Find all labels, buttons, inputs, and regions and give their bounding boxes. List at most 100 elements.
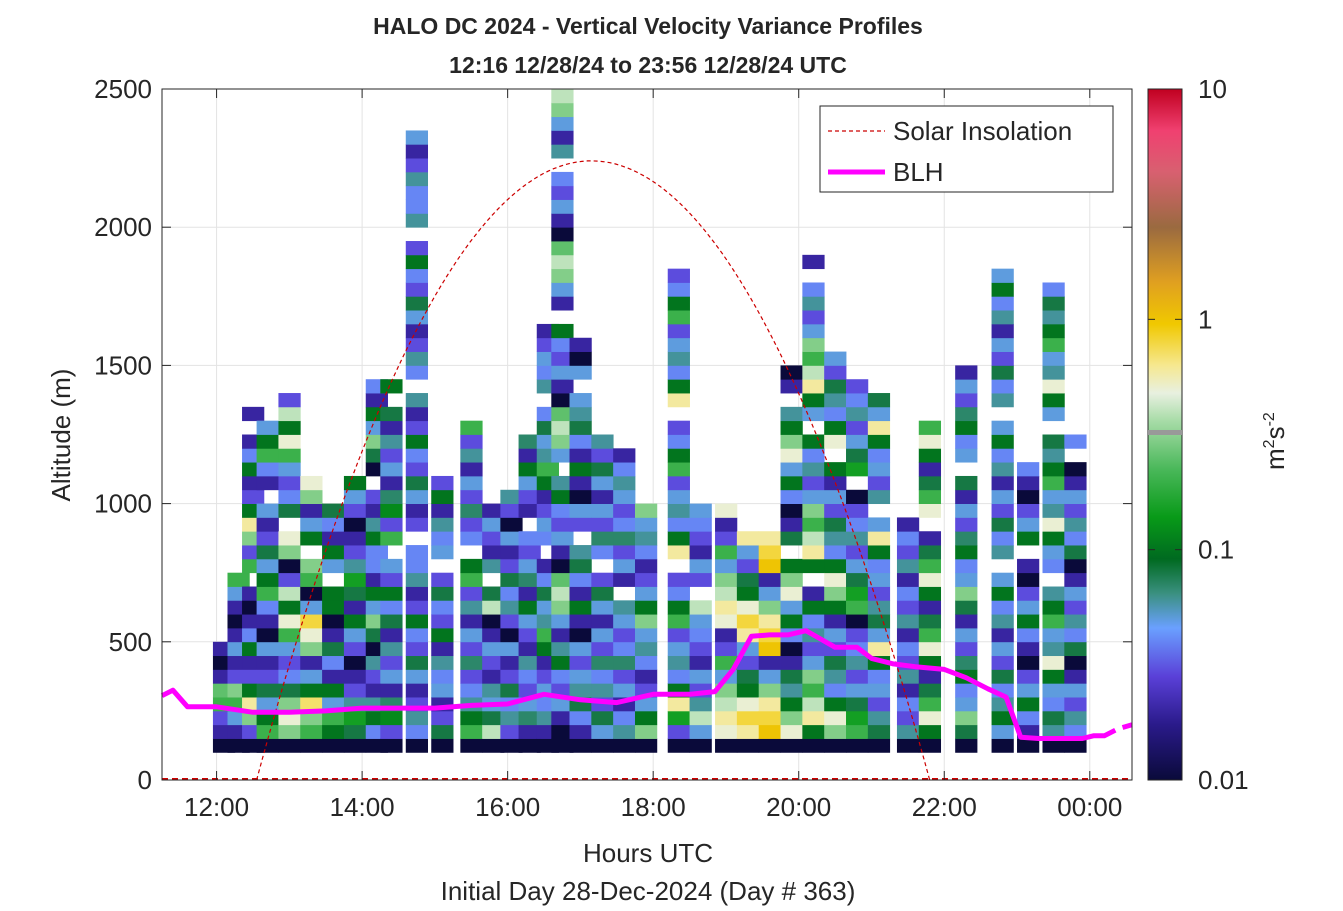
variance-cell: [518, 572, 541, 587]
variance-cell: [715, 572, 738, 587]
variance-cell: [1042, 655, 1065, 670]
variance-cell: [322, 517, 345, 532]
variance-cell: [431, 641, 454, 657]
variance-cell: [991, 614, 1014, 629]
variance-cell: [551, 199, 574, 214]
variance-cell: [667, 351, 690, 366]
variance-cell: [667, 531, 690, 546]
variance-cell: [918, 683, 942, 698]
variance-cell: [667, 393, 690, 408]
variance-cell: [918, 738, 942, 753]
variance-cell: [380, 586, 403, 601]
variance-cell: [918, 710, 942, 726]
variance-cell: [256, 600, 279, 615]
variance-cell: [896, 545, 920, 560]
variance-cell: [300, 710, 323, 726]
variance-cell: [955, 738, 978, 753]
variance-cell: [955, 393, 978, 408]
variance-cell: [405, 503, 429, 518]
variance-cell: [613, 641, 636, 657]
variance-cell: [613, 738, 636, 753]
variance-cell: [518, 531, 541, 546]
variance-cell: [569, 434, 592, 449]
variance-cell: [405, 365, 429, 380]
variance-cell: [343, 558, 367, 574]
variance-cell: [918, 531, 942, 546]
variance-cell: [405, 462, 429, 477]
variance-cell: [551, 641, 574, 657]
variance-cell: [431, 683, 454, 698]
variance-cell: [824, 406, 847, 422]
variance-cell: [551, 268, 574, 283]
variance-cell: [780, 558, 803, 574]
variance-cell: [824, 420, 847, 435]
variance-cell: [1064, 697, 1087, 712]
variance-cell: [431, 738, 454, 753]
variance-cell: [256, 531, 279, 546]
variance-cell: [667, 448, 690, 463]
variance-cell: [482, 600, 505, 615]
variance-cell: [667, 614, 690, 629]
variance-cell: [955, 627, 978, 643]
variance-cell: [991, 337, 1014, 352]
variance-cell: [343, 545, 367, 560]
variance-cell: [846, 503, 869, 518]
variance-cell: [569, 655, 592, 670]
blh-line: [160, 628, 1117, 741]
variance-cell: [802, 254, 825, 270]
variance-cell: [1042, 545, 1065, 560]
variance-cell: [460, 434, 483, 449]
variance-cell: [1064, 641, 1087, 657]
variance-cell: [667, 379, 690, 394]
variance-cell: [780, 489, 803, 504]
variance-cell: [256, 558, 279, 574]
variance-cell: [867, 489, 891, 504]
variance-cell: [278, 475, 301, 491]
variance-cell: [802, 710, 825, 726]
variance-cell: [1064, 669, 1087, 684]
x-tick-label: 20:00: [766, 792, 831, 822]
variance-cell: [482, 724, 505, 739]
variance-cell: [405, 545, 429, 560]
variance-cell: [431, 614, 454, 629]
variance-cell: [518, 683, 541, 698]
variance-cell: [551, 379, 574, 394]
variance-cell: [918, 558, 942, 574]
variance-cell: [824, 683, 847, 698]
variance-cell: [460, 614, 483, 629]
variance-cell: [955, 697, 978, 712]
variance-cell: [300, 724, 323, 739]
variance-cell: [1042, 738, 1065, 753]
variance-cell: [955, 434, 978, 449]
variance-cell: [896, 517, 920, 532]
variance-cell: [551, 116, 574, 131]
variance-cell: [991, 462, 1014, 477]
variance-cell: [634, 627, 658, 643]
variance-cell: [824, 489, 847, 504]
variance-cell: [667, 323, 690, 339]
x-tick-label: 14:00: [330, 792, 395, 822]
variance-cell: [758, 655, 781, 670]
variance-cell: [1042, 351, 1065, 366]
variance-cell: [405, 600, 429, 615]
variance-cell: [380, 710, 403, 726]
variance-cell: [518, 724, 541, 739]
variance-cell: [482, 503, 505, 518]
variance-cell: [689, 697, 712, 712]
x-axis-ticks: 12:00 14:00 16:00 18:00 20:00 22:00 00:00: [184, 89, 1122, 822]
variance-cell: [634, 572, 658, 587]
variance-cell: [380, 406, 403, 422]
variance-cell: [405, 572, 429, 587]
variance-cell: [667, 420, 690, 435]
variance-cell: [758, 710, 781, 726]
variance-cell: [1042, 379, 1065, 394]
variance-cell: [380, 683, 403, 698]
variance-cell: [278, 586, 301, 601]
variance-cell: [955, 710, 978, 726]
variance-cell: [667, 282, 690, 297]
variance-cell: [758, 683, 781, 698]
variance-cell: [405, 627, 429, 643]
variance-cell: [991, 434, 1014, 449]
variance-cell: [278, 600, 301, 615]
variance-cell: [322, 558, 345, 574]
